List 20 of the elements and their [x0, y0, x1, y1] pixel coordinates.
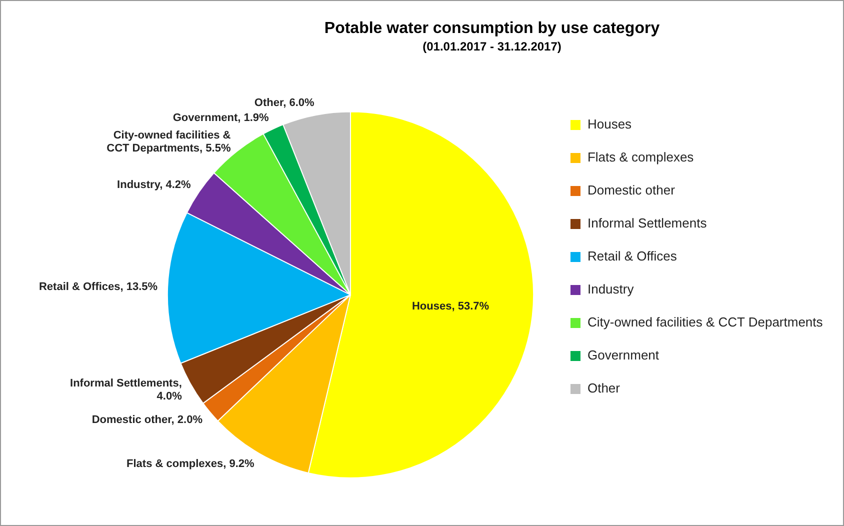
legend-label: Government — [587, 348, 660, 363]
legend-label: Industry — [587, 282, 634, 297]
data-label: Retail & Offices, 13.5% — [38, 280, 158, 293]
data-label: Informal Settlements, 4.0% — [70, 377, 182, 402]
data-label: Domestic other, 2.0% — [92, 414, 203, 426]
data-label: Flats & complexes, 9.2% — [126, 458, 255, 470]
legend-label: City-owned facilities & CCT Departments — [587, 314, 824, 330]
data-label: Industry, 4.2% — [117, 179, 192, 192]
data-label: City-owned facilities & CCT Departments, 5.5% — [106, 129, 231, 154]
legend-label: Flats & complexes — [587, 150, 694, 165]
legend-label: Other — [587, 380, 621, 396]
legend-label: Retail & Offices — [587, 248, 678, 264]
data-label: Government, 1.9% — [172, 112, 270, 124]
data-label: Other, 6.0% — [254, 97, 315, 110]
data-label: Houses, 53.7% — [412, 300, 490, 313]
legend-label: Informal Settlements — [587, 216, 708, 231]
legend-label: Houses — [587, 116, 632, 132]
chart-subtitle: (01.01.2017 - 31.12.2017) — [422, 40, 562, 54]
chart-title: Potable water consumption by use category — [324, 20, 660, 38]
legend-label: Domestic other — [587, 182, 676, 198]
